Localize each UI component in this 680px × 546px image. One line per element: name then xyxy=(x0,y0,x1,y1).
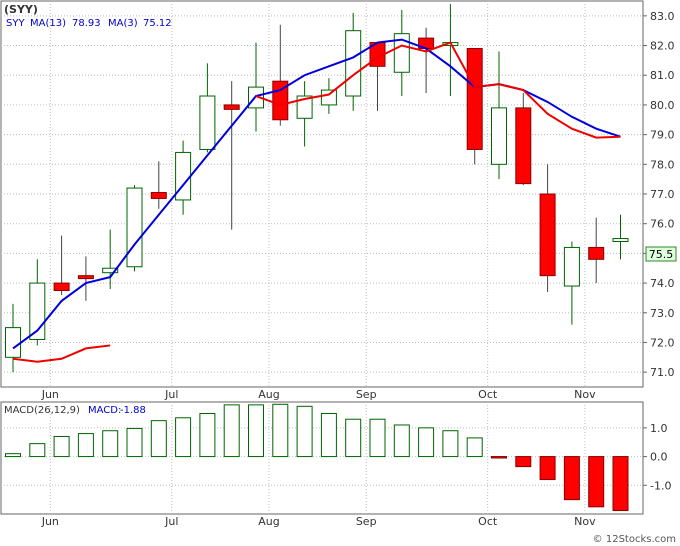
price-tick-label: 81.0 xyxy=(650,69,675,82)
candle-down xyxy=(53,282,70,292)
candle-down xyxy=(77,275,94,280)
macd-tick-label: 1.0 xyxy=(650,422,668,435)
candle-down xyxy=(223,104,240,110)
macd-bar-negative xyxy=(563,456,580,501)
candle-down xyxy=(588,246,605,260)
candle-down xyxy=(515,107,532,185)
candle-up xyxy=(126,187,143,268)
macd-bar-positive xyxy=(369,418,386,458)
macd-bar-positive xyxy=(175,417,192,458)
legend-ma13-label: MA(13) xyxy=(30,18,66,29)
month-label: Jun xyxy=(41,388,59,401)
price-tick-label: 72.0 xyxy=(650,336,675,349)
price-tick-label: 73.0 xyxy=(650,307,675,320)
price-tick-label: 74.0 xyxy=(650,277,675,290)
candle-up xyxy=(5,327,21,358)
macd-bar-positive xyxy=(320,412,337,458)
legend-symbol: SYY xyxy=(6,18,25,29)
candle-up xyxy=(199,95,216,150)
macd-bar-positive xyxy=(199,412,216,458)
macd-bar-positive xyxy=(345,418,362,458)
candle-up xyxy=(320,89,337,106)
macd-y-axis: 1.0 0.0 -1.0 xyxy=(643,422,671,492)
macd-tick-label: -1.0 xyxy=(650,479,671,492)
macd-bar-negative xyxy=(491,456,507,459)
price-tick-label: 79.0 xyxy=(650,129,675,142)
macd-bar-negative xyxy=(588,456,605,508)
macd-bar-positive xyxy=(418,427,435,458)
price-tick-label: 76.0 xyxy=(650,218,675,231)
macd-month-label: Nov xyxy=(574,515,596,528)
price-tick-label: 78.0 xyxy=(650,158,675,171)
macd-bar-positive xyxy=(223,404,240,458)
macd-bar-positive xyxy=(29,443,46,458)
legend-ma3-value: 75.12 xyxy=(143,18,172,29)
candle-up xyxy=(563,246,580,287)
candle-down xyxy=(150,192,167,199)
x-axis-macd: Jun Jul Aug Sep Oct Nov xyxy=(41,515,596,528)
macd-month-label: Oct xyxy=(478,515,498,528)
macd-bar-positive xyxy=(77,433,94,458)
price-tick-label: 82.0 xyxy=(650,40,675,53)
month-label: Nov xyxy=(574,388,596,401)
candle-up xyxy=(345,30,362,97)
candles xyxy=(5,3,629,373)
price-tick-label: 71.0 xyxy=(650,366,675,379)
macd-bar-positive xyxy=(272,403,289,458)
macd-month-label: Jun xyxy=(41,515,59,528)
ticker-title: (SYY) xyxy=(4,3,38,16)
price-tick-label: 77.0 xyxy=(650,188,675,201)
legend-ma3-label: MA(3) xyxy=(108,18,138,29)
macd-bar-positive xyxy=(5,453,21,458)
candle-down xyxy=(466,48,483,150)
last-price-label: 75.5 xyxy=(649,248,674,261)
macd-label: MACD: xyxy=(88,405,121,416)
macd-params: MACD(26,12,9) xyxy=(4,405,80,416)
macd-bar-negative xyxy=(539,456,556,481)
price-tick-label: 80.0 xyxy=(650,99,675,112)
x-axis-price: Jun Jul Aug Sep Oct Nov xyxy=(41,388,596,401)
macd-bar-positive xyxy=(126,427,143,458)
macd-bar-positive xyxy=(442,430,459,458)
macd-bar-positive xyxy=(150,420,167,458)
price-grid xyxy=(1,1,643,387)
month-label: Oct xyxy=(478,388,498,401)
price-tick-label: 83.0 xyxy=(650,10,675,23)
month-label: Aug xyxy=(258,388,279,401)
candle-up xyxy=(393,33,410,73)
watermark: © 12Stocks.com xyxy=(593,534,676,545)
macd-bar-negative xyxy=(612,456,629,512)
macd-bars xyxy=(5,403,629,512)
last-price-box xyxy=(645,246,677,262)
candle-up xyxy=(102,267,119,274)
macd-month-label: Sep xyxy=(356,515,377,528)
macd-bar-positive xyxy=(102,430,119,458)
candle-up xyxy=(296,95,313,119)
candle-up xyxy=(612,238,629,243)
month-label: Sep xyxy=(356,388,377,401)
month-label: Jul xyxy=(164,388,178,401)
macd-bar-positive xyxy=(53,435,70,458)
candle-down xyxy=(539,193,556,277)
macd-bar-positive xyxy=(296,405,313,458)
ma3-line-segment-late xyxy=(255,41,621,139)
macd-tick-label: 0.0 xyxy=(650,451,668,464)
legend-ma13-value: 78.93 xyxy=(72,18,101,29)
macd-bar-positive xyxy=(466,437,483,458)
macd-month-label: Aug xyxy=(258,515,279,528)
ma3-line-segment-early xyxy=(12,344,111,363)
macd-month-label: Jul xyxy=(164,515,178,528)
macd-bar-positive xyxy=(248,404,264,458)
candle-up xyxy=(491,107,507,165)
macd-value: -1.88 xyxy=(120,405,146,416)
moving-average-lines xyxy=(12,38,621,363)
macd-bar-positive xyxy=(393,424,410,458)
macd-bar-negative xyxy=(515,456,532,468)
